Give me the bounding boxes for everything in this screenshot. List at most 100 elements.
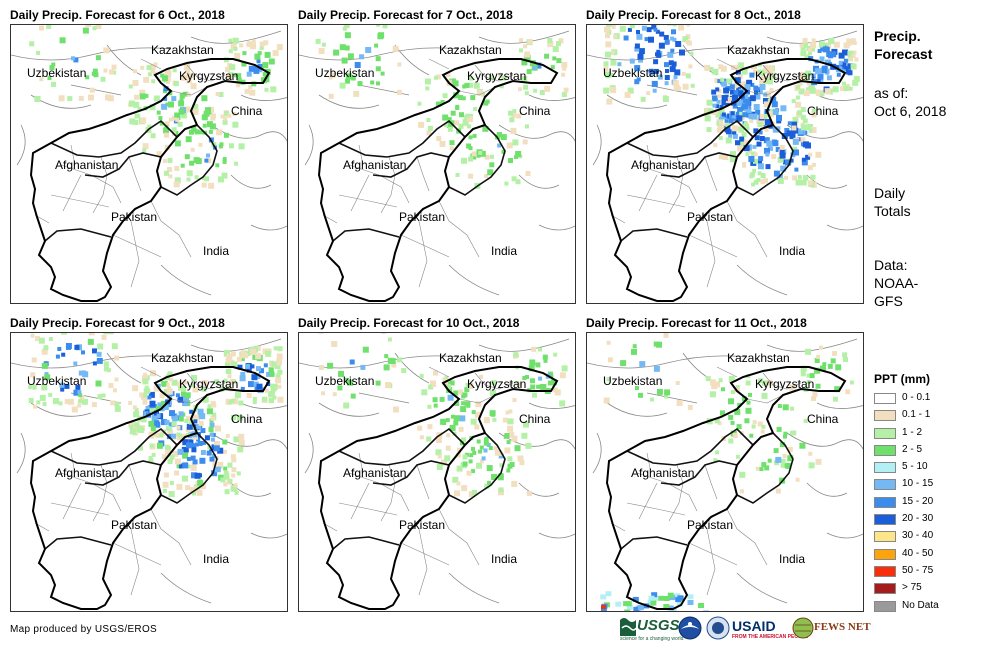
legend-label: 0.1 - 1 — [902, 409, 931, 421]
label-uzbekistan: Uzbekistan — [27, 374, 87, 388]
legend-label: 10 - 15 — [902, 478, 934, 490]
panel-title: Daily Precip. Forecast for 9 Oct., 2018 — [10, 316, 225, 330]
label-india: India — [779, 244, 806, 258]
noaa-emblem-icon — [678, 616, 702, 640]
legend-swatch — [874, 548, 896, 560]
label-pakistan: Pakistan — [399, 518, 446, 532]
label-india: India — [203, 552, 230, 566]
label-kyrgyzstan: Kyrgyzstan — [755, 377, 815, 391]
label-india: India — [779, 552, 806, 566]
label-uzbekistan: Uzbekistan — [603, 374, 663, 388]
forecast-panel-2: Daily Precip. Forecast for 7 Oct., 2018 … — [298, 8, 576, 308]
label-uzbekistan: Uzbekistan — [27, 66, 87, 80]
label-afghanistan: Afghanistan — [343, 158, 407, 172]
precip-map: Kazakhstan Uzbekistan Kyrgyzstan China Afgha… — [586, 332, 864, 612]
usgs-logo: USGS science for a changing world — [620, 617, 684, 642]
panel-title: Daily Precip. Forecast for 7 Oct., 2018 — [298, 8, 513, 22]
legend-label: 2 - 5 — [902, 443, 923, 455]
label-india: India — [203, 244, 230, 258]
legend-swatch — [874, 444, 896, 456]
map-graphic — [11, 333, 287, 610]
forecast-panel-4: Daily Precip. Forecast for 9 Oct., 2018 … — [10, 316, 288, 616]
product-title: Precip. Forecast — [874, 28, 933, 62]
label-india: India — [491, 552, 518, 566]
label-china: China — [807, 104, 839, 118]
label-kazakhstan: Kazakhstan — [151, 351, 214, 365]
label-kyrgyzstan: Kyrgyzstan — [179, 377, 239, 391]
label-china: China — [231, 412, 263, 426]
forecast-panel-1: Daily Precip. Forecast for 6 Oct., 2018 … — [10, 8, 288, 308]
logo-bar: USGS science for a changing world USAID … — [620, 616, 871, 644]
legend-label: 50 - 75 — [902, 564, 934, 576]
usaid-logo: USAID FROM THE AMERICAN PEOPLE — [732, 618, 808, 640]
legend-swatch — [874, 565, 896, 577]
legend-swatch — [874, 462, 896, 474]
label-uzbekistan: Uzbekistan — [603, 66, 663, 80]
as-of-date: as of: Oct 6, 2018 — [874, 85, 947, 119]
label-kyrgyzstan: Kyrgyzstan — [467, 377, 527, 391]
label-pakistan: Pakistan — [687, 210, 734, 224]
label-afghanistan: Afghanistan — [55, 158, 119, 172]
label-kyrgyzstan: Kyrgyzstan — [755, 69, 815, 83]
label-uzbekistan: Uzbekistan — [315, 374, 375, 388]
label-pakistan: Pakistan — [687, 518, 734, 532]
legend-label: 15 - 20 — [902, 495, 934, 507]
forecast-panel-3: Daily Precip. Forecast for 8 Oct., 2018 … — [586, 8, 864, 308]
legend-swatch — [874, 496, 896, 508]
label-afghanistan: Afghanistan — [55, 466, 119, 480]
precip-map: Kazakhstan Uzbekistan Kyrgyzstan China Afgha… — [10, 332, 288, 612]
forecast-panel-6: Daily Precip. Forecast for 11 Oct., 2018… — [586, 316, 864, 616]
label-kyrgyzstan: Kyrgyzstan — [467, 69, 527, 83]
usgs-wave-icon — [620, 618, 637, 636]
label-china: China — [519, 412, 551, 426]
globe-icon — [792, 617, 814, 639]
panel-title: Daily Precip. Forecast for 11 Oct., 2018 — [586, 316, 807, 330]
legend-label: 1 - 2 — [902, 426, 923, 438]
precip-map: Kazakhstan Uzbekistan Kyrgyzstan China Afgha… — [10, 24, 288, 304]
label-pakistan: Pakistan — [399, 210, 446, 224]
label-kazakhstan: Kazakhstan — [727, 43, 790, 57]
legend-swatch — [874, 393, 896, 404]
legend-label: 30 - 40 — [902, 530, 934, 542]
noaa-logo — [678, 616, 702, 644]
label-kazakhstan: Kazakhstan — [727, 351, 790, 365]
legend-label: > 75 — [902, 582, 922, 594]
panel-title: Daily Precip. Forecast for 8 Oct., 2018 — [586, 8, 801, 22]
label-kazakhstan: Kazakhstan — [439, 351, 502, 365]
label-afghanistan: Afghanistan — [343, 466, 407, 480]
label-afghanistan: Afghanistan — [631, 466, 695, 480]
seal-icon — [706, 616, 730, 640]
label-uzbekistan: Uzbekistan — [315, 66, 375, 80]
panel-title: Daily Precip. Forecast for 6 Oct., 2018 — [10, 8, 225, 22]
legend-label: 40 - 50 — [902, 547, 934, 559]
legend-swatch — [874, 514, 896, 526]
label-kazakhstan: Kazakhstan — [151, 43, 214, 57]
label-kazakhstan: Kazakhstan — [439, 43, 502, 57]
precip-map: Kazakhstan Uzbekistan Kyrgyzstan China Afgha… — [298, 24, 576, 304]
legend-swatch — [874, 410, 896, 422]
doc-seal-logo — [706, 616, 730, 644]
label-india: India — [491, 244, 518, 258]
label-china: China — [231, 104, 263, 118]
data-source: Data: NOAA- GFS — [874, 257, 919, 309]
legend-title: PPT (mm) — [874, 372, 931, 386]
forecast-panel-5: Daily Precip. Forecast for 10 Oct., 2018… — [298, 316, 576, 616]
legend-swatch — [874, 583, 896, 595]
map-graphic — [299, 333, 575, 610]
legend-label: 5 - 10 — [902, 461, 928, 473]
label-afghanistan: Afghanistan — [631, 158, 695, 172]
map-graphic — [299, 25, 575, 302]
legend-swatch — [874, 531, 896, 543]
map-graphic — [587, 25, 863, 302]
map-graphic — [587, 333, 863, 611]
label-china: China — [519, 104, 551, 118]
map-graphic — [11, 25, 287, 302]
label-china: China — [807, 412, 839, 426]
label-pakistan: Pakistan — [111, 210, 158, 224]
precip-map: Kazakhstan Uzbekistan Kyrgyzstan China Afgha… — [586, 24, 864, 304]
label-kyrgyzstan: Kyrgyzstan — [179, 69, 239, 83]
legend-label: 20 - 30 — [902, 513, 934, 525]
footer-credit: Map produced by USGS/EROS — [10, 624, 158, 635]
legend-label: 0 - 0.1 — [902, 392, 931, 403]
label-pakistan: Pakistan — [111, 518, 158, 532]
